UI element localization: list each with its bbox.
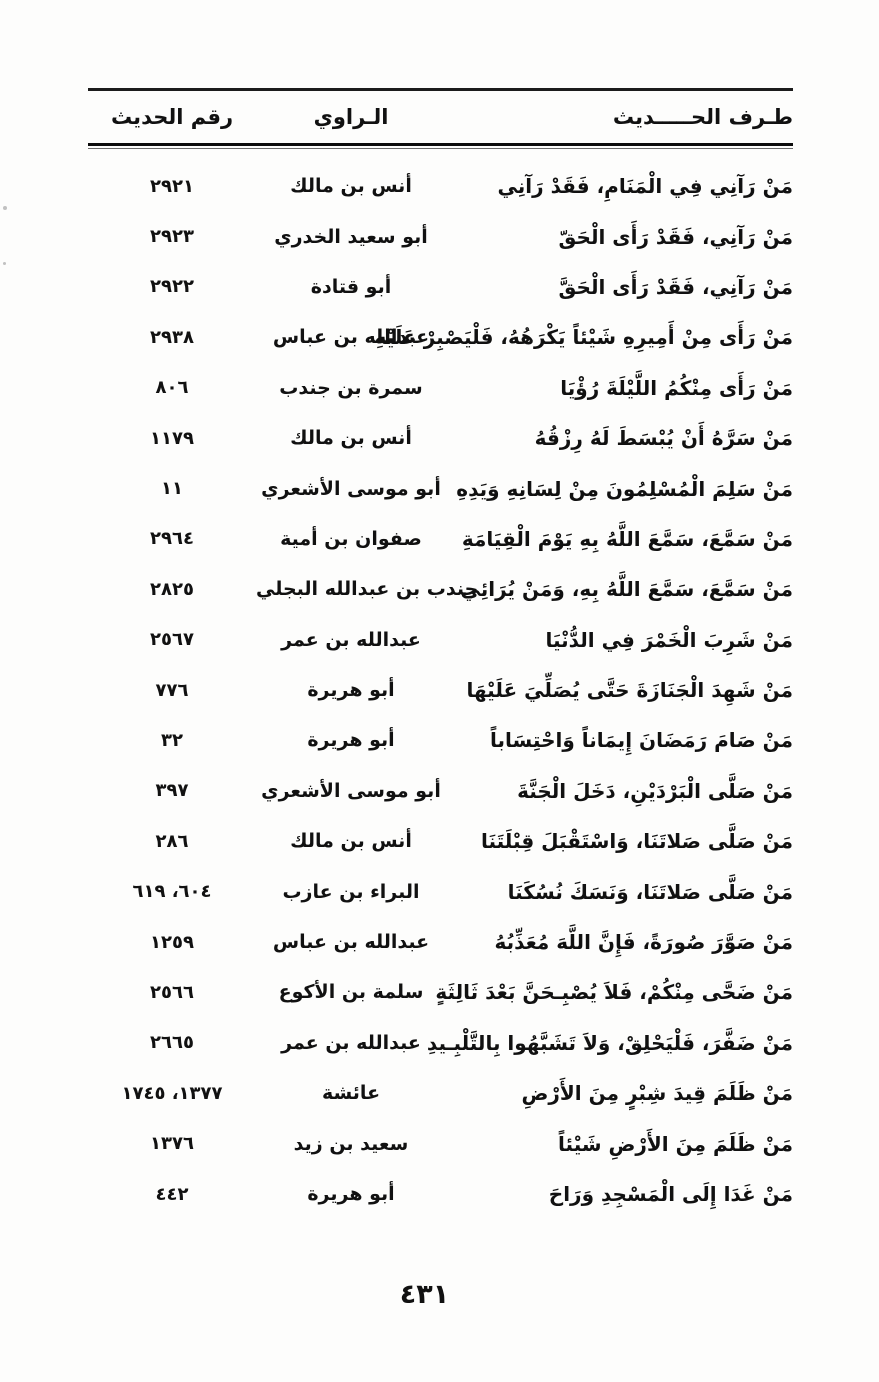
header-bottom-rule <box>88 143 793 146</box>
hadith-number-cell: ٣٢ <box>161 729 183 751</box>
hadith-excerpt-cell: مَنْ ظَلَمَ قِيدَ شِبْرٍ مِنَ الأَرْضِ <box>521 1081 793 1106</box>
hadith-number-cell: ٢٩٢٢ <box>150 276 194 298</box>
hadith-number-cell: ١٣٧٦ <box>150 1133 194 1155</box>
table-header-row: طـرف الحـــــديث الـراوي رقم الحديث <box>88 91 793 143</box>
table-row: مَنْ سَمَّعَ، سَمَّعَ اللَّهُ بِهِ، وَمَ… <box>88 564 793 614</box>
table-row: مَنْ رَأَى مِنْ أَمِيرِهِ شَيْئاً يَكْرَ… <box>88 312 793 362</box>
hadith-excerpt-cell: مَنْ صَلَّى صَلاتَنَا، وَاسْتَقْبَلَ قِب… <box>480 829 793 854</box>
narrator-cell: سلمة بن الأكوع <box>278 981 424 1004</box>
table-row: مَنْ رَآنِي، فَقَدْ رَأَى الْحَقّ أبو سع… <box>88 211 793 261</box>
table-row: مَنْ سَلِمَ الْمُسْلِمُونَ مِنْ لِسَانِه… <box>88 463 793 513</box>
table-row: مَنْ رَآنِي، فَقَدْ رَأَى الْحَقَّ أبو ق… <box>88 262 793 312</box>
narrator-cell: سمرة بن جندب <box>279 376 423 399</box>
narrator-cell: أنس بن مالك <box>290 427 412 450</box>
hadith-number-cell: ٢٩٦٤ <box>150 528 194 550</box>
hadith-excerpt-cell: مَنْ رَآنِي، فَقَدْ رَأَى الْحَقَّ <box>558 274 794 299</box>
table-row: مَنْ صَامَ رَمَضَانَ إِيمَاناً وَاحْتِسَ… <box>88 715 793 765</box>
narrator-cell: أبو موسى الأشعري <box>261 779 441 802</box>
hadith-excerpt-cell: مَنْ سَمَّعَ، سَمَّعَ اللَّهُ بِهِ، وَمَ… <box>460 577 794 602</box>
hadith-excerpt-cell: مَنْ سَمَّعَ، سَمَّعَ اللَّهُ بِهِ يَوْم… <box>461 526 793 551</box>
narrator-cell: جندب بن عبدالله البجلي <box>256 578 479 601</box>
hadith-number-cell: ٧٧٦ <box>155 679 189 701</box>
hadith-number-cell: ٢٥٦٦ <box>150 981 194 1003</box>
narrator-cell: عبدالله بن عمر <box>281 1031 421 1054</box>
hadith-index-table: طـرف الحـــــديث الـراوي رقم الحديث مَنْ… <box>88 88 793 1219</box>
hadith-number-cell: ١١ <box>161 478 183 500</box>
hadith-excerpt-cell: مَنْ رَأَى مِنْ أَمِيرِهِ شَيْئاً يَكْرَ… <box>374 325 793 350</box>
hadith-excerpt-cell: مَنْ صَلَّى صَلاتَنَا، وَنَسَكَ نُسُكَنَ… <box>507 879 793 904</box>
hadith-number-cell: ١١٧٩ <box>150 427 194 449</box>
hadith-excerpt-cell: مَنْ ظَلَمَ مِنَ الأَرْضِ شَيْئاً <box>558 1131 793 1156</box>
hadith-number-cell: ٤٤٢ <box>155 1183 189 1205</box>
header-narrator: الـراوي <box>313 105 389 129</box>
header-hadith-excerpt: طـرف الحـــــديث <box>612 105 793 129</box>
hadith-excerpt-cell: مَنْ شَهِدَ الْجَنَازَةَ حَتَّى يُصَلِّي… <box>466 678 793 703</box>
hadith-excerpt-cell: مَنْ رَأَى مِنْكُمُ اللَّيْلَةَ رُؤْيَا <box>560 375 793 400</box>
hadith-number-cell: ٢٨٢٥ <box>150 578 194 600</box>
narrator-cell: البراء بن عازب <box>282 880 420 903</box>
table-body: مَنْ رَآنِي فِي الْمَنَامِ، فَقَدْ رَآنِ… <box>88 149 793 1219</box>
header-bottom-rule-thin <box>88 148 793 149</box>
narrator-cell: أبو قتادة <box>310 275 392 298</box>
hadith-number-cell: ٣٩٧ <box>155 780 189 802</box>
scan-artifact <box>3 206 7 210</box>
scan-artifact <box>3 262 6 265</box>
hadith-number-cell: ٨٠٦ <box>155 377 189 399</box>
table-row: مَنْ صَلَّى صَلاتَنَا، وَنَسَكَ نُسُكَنَ… <box>88 866 793 916</box>
table-row: مَنْ صَوَّرَ صُورَةً، فَإِنَّ اللَّهَ مُ… <box>88 917 793 967</box>
narrator-cell: سعيد بن زيد <box>293 1132 409 1155</box>
table-row: مَنْ شَهِدَ الْجَنَازَةَ حَتَّى يُصَلِّي… <box>88 665 793 715</box>
hadith-excerpt-cell: مَنْ رَآنِي فِي الْمَنَامِ، فَقَدْ رَآنِ… <box>497 174 794 199</box>
narrator-cell: عبدالله بن عباس <box>272 326 430 349</box>
hadith-number-cell: ١٢٥٩ <box>150 931 194 953</box>
table-row: مَنْ ظَلَمَ قِيدَ شِبْرٍ مِنَ الأَرْضِ ع… <box>88 1068 793 1118</box>
narrator-cell: عبدالله بن عمر <box>281 628 421 651</box>
hadith-number-cell: ٢٩٢١ <box>150 175 194 197</box>
table-row: مَنْ غَدَا إِلَى الْمَسْجِدِ وَرَاحَ أبو… <box>88 1169 793 1219</box>
hadith-excerpt-cell: مَنْ ضَحَّى مِنْكُمْ، فَلاَ يُصْبِـحَنَّ… <box>435 980 793 1005</box>
table-row: مَنْ سَمَّعَ، سَمَّعَ اللَّهُ بِهِ يَوْم… <box>88 514 793 564</box>
table-row: مَنْ رَآنِي فِي الْمَنَامِ، فَقَدْ رَآنِ… <box>88 161 793 211</box>
table-row: مَنْ ضَفَّرَ، فَلْيَحْلِقْ، وَلاَ تَشَبَ… <box>88 1018 793 1068</box>
table-row: مَنْ سَرَّهُ أَنْ يُبْسَطَ لَهُ رِزْقُهُ… <box>88 413 793 463</box>
narrator-cell: أبو موسى الأشعري <box>261 477 441 500</box>
table-row: مَنْ ضَحَّى مِنْكُمْ، فَلاَ يُصْبِـحَنَّ… <box>88 967 793 1017</box>
header-hadith-number: رقم الحديث <box>110 105 234 129</box>
narrator-cell: صفوان بن أمية <box>280 527 422 550</box>
narrator-cell: أبو هريرة <box>307 1183 395 1205</box>
hadith-number-cell: ٦٠٤، ٦١٩ <box>132 881 212 903</box>
hadith-excerpt-cell: مَنْ ضَفَّرَ، فَلْيَحْلِقْ، وَلاَ تَشَبَ… <box>426 1030 793 1055</box>
table-top-rule <box>88 88 793 91</box>
hadith-number-cell: ٢٨٦ <box>155 830 189 852</box>
hadith-excerpt-cell: مَنْ سَرَّهُ أَنْ يُبْسَطَ لَهُ رِزْقُهُ <box>534 426 793 451</box>
hadith-excerpt-cell: مَنْ صَامَ رَمَضَانَ إِيمَاناً وَاحْتِسَ… <box>490 728 793 753</box>
page-number: ٤٣١ <box>399 1279 450 1310</box>
hadith-number-cell: ٢٦٦٥ <box>150 1032 194 1054</box>
hadith-number-cell: ١٣٧٧، ١٧٤٥ <box>121 1082 223 1104</box>
table-row: مَنْ صَلَّى صَلاتَنَا، وَاسْتَقْبَلَ قِب… <box>88 816 793 866</box>
hadith-excerpt-cell: مَنْ شَرِبَ الْخَمْرَ فِي الدُّنْيَا <box>545 627 794 652</box>
table-row: مَنْ صَلَّى الْبَرْدَيْنِ، دَخَلَ الْجَن… <box>88 766 793 816</box>
table-row: مَنْ شَرِبَ الْخَمْرَ فِي الدُّنْيَا عبد… <box>88 615 793 665</box>
narrator-cell: أبو سعيد الخدري <box>274 225 428 248</box>
hadith-excerpt-cell: مَنْ سَلِمَ الْمُسْلِمُونَ مِنْ لِسَانِه… <box>456 476 793 501</box>
narrator-cell: أنس بن مالك <box>290 830 412 853</box>
narrator-cell: أنس بن مالك <box>290 175 412 198</box>
hadith-excerpt-cell: مَنْ غَدَا إِلَى الْمَسْجِدِ وَرَاحَ <box>548 1182 793 1206</box>
hadith-number-cell: ٢٩٢٣ <box>150 226 194 248</box>
table-row: مَنْ رَأَى مِنْكُمُ اللَّيْلَةَ رُؤْيَا … <box>88 363 793 413</box>
narrator-cell: أبو هريرة <box>307 679 395 702</box>
table-row: مَنْ ظَلَمَ مِنَ الأَرْضِ شَيْئاً سعيد ب… <box>88 1118 793 1168</box>
hadith-excerpt-cell: مَنْ رَآنِي، فَقَدْ رَأَى الْحَقّ <box>558 224 794 249</box>
hadith-number-cell: ٢٩٣٨ <box>150 326 194 348</box>
hadith-excerpt-cell: مَنْ صَوَّرَ صُورَةً، فَإِنَّ اللَّهَ مُ… <box>494 930 793 955</box>
narrator-cell: عبدالله بن عباس <box>272 931 430 954</box>
hadith-excerpt-cell: مَنْ صَلَّى الْبَرْدَيْنِ، دَخَلَ الْجَن… <box>517 778 793 803</box>
hadith-number-cell: ٢٥٦٧ <box>150 629 194 651</box>
narrator-cell: عائشة <box>321 1082 381 1105</box>
narrator-cell: أبو هريرة <box>307 729 395 752</box>
